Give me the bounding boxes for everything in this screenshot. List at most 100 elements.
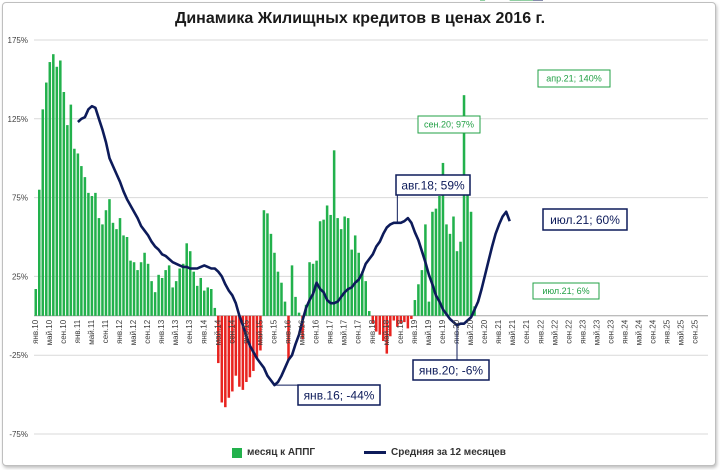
annotation-box: [297, 384, 381, 406]
x-tick-label: янв.24: [621, 319, 630, 344]
x-tick-label: сен.10: [59, 319, 68, 344]
x-tick-label: май.25: [677, 319, 686, 345]
bar: [139, 262, 143, 316]
bar: [188, 251, 192, 316]
x-tick-label: сен.16: [312, 319, 321, 344]
x-tick-label: янв.21: [494, 319, 503, 344]
bar: [420, 270, 424, 316]
bar: [87, 192, 90, 316]
x-tick-label: янв.11: [73, 319, 82, 343]
bar: [392, 315, 396, 321]
bar: [329, 214, 332, 316]
bar: [55, 66, 59, 316]
bar: [143, 252, 146, 316]
y-axis: 175% 125% 75% 25% -25% -75%: [8, 36, 28, 439]
x-tick-label: янв.12: [115, 319, 124, 344]
bar: [290, 265, 294, 316]
bar: [294, 296, 297, 316]
annotation-label: июл.21; 60%: [550, 213, 620, 227]
bar: [146, 263, 150, 316]
annotation-box: [417, 115, 481, 134]
bar: [174, 281, 178, 316]
x-tick-label: май.10: [45, 319, 54, 345]
bar: [462, 95, 466, 316]
bar: [252, 315, 255, 371]
bar: [424, 224, 427, 316]
bar: [469, 211, 473, 316]
bar: [438, 196, 441, 316]
bar: [378, 315, 382, 335]
bar: [213, 307, 217, 316]
x-tick-label: сен.15: [269, 319, 278, 344]
bar: [413, 300, 417, 316]
x-tick-label: янв.23: [578, 319, 587, 344]
bar: [417, 284, 420, 316]
annotations: апр.21; 140% сен.20; 97% авг.18; 59% июл.21…: [274, 0, 628, 406]
x-tick-label: сен.20: [480, 319, 489, 344]
bar: [287, 315, 290, 360]
bar: [459, 241, 462, 316]
bar: [90, 196, 94, 316]
bar: [367, 311, 371, 316]
x-tick-label: май.18: [382, 319, 391, 345]
bar: [375, 315, 378, 332]
bar: [157, 274, 160, 316]
bar: [350, 249, 353, 316]
x-tick-label: май.14: [213, 319, 222, 345]
x-tick-label: янв.18: [368, 319, 377, 344]
bar: [104, 210, 108, 316]
x-tick-label: сен.11: [101, 319, 110, 343]
annotation-label: июл.21; 6%: [542, 286, 589, 296]
x-tick-label: янв.16: [284, 319, 293, 344]
bar: [118, 218, 122, 316]
bar: [181, 263, 185, 316]
bar: [466, 180, 469, 316]
bar: [343, 216, 346, 316]
bar: [269, 233, 273, 316]
bar: [73, 148, 76, 316]
bar: [76, 153, 80, 316]
x-tick-label: янв.13: [157, 319, 166, 344]
annotation-label: сен.20; 97%: [424, 120, 474, 130]
bar: [357, 252, 360, 316]
x-tick-label: май.11: [87, 319, 96, 344]
bar: [164, 270, 167, 316]
x-tick-label: сен.18: [396, 319, 405, 344]
x-tick-label: сен.24: [649, 319, 658, 344]
bar: [111, 222, 115, 316]
bar: [399, 315, 403, 324]
bar: [122, 235, 125, 316]
bar: [83, 177, 87, 316]
annotation-label: авг.18; 59%: [401, 178, 465, 192]
bar: [315, 260, 318, 316]
bar: [52, 54, 55, 316]
bar: [69, 104, 73, 316]
legend-swatch-bars: [232, 447, 242, 458]
legend: месяц к АППГ Средняя за 12 месяцев: [0, 447, 720, 463]
bar: [59, 60, 62, 316]
x-tick-label: май.12: [129, 319, 138, 345]
bar: [455, 251, 459, 316]
bar: [259, 315, 262, 351]
bar: [34, 289, 38, 316]
x-tick-label: янв.10: [31, 319, 40, 344]
bar: [396, 315, 399, 327]
bar: [301, 315, 304, 340]
bar: [452, 216, 455, 316]
x-tick-label: сен.14: [227, 319, 236, 344]
annotation-box: [532, 282, 600, 300]
x-tick-label: май.21: [508, 319, 517, 345]
y-tick-label: 175%: [8, 36, 28, 45]
x-tick-label: май.24: [635, 319, 644, 345]
bar: [129, 260, 132, 316]
y-tick-label: -25%: [9, 351, 28, 360]
x-tick-label: май.23: [592, 319, 601, 345]
avg-line: [77, 104, 511, 387]
annotation-box: [542, 208, 628, 231]
bar: [336, 218, 339, 316]
x-tick-label: сен.12: [143, 319, 152, 344]
bar: [445, 224, 448, 316]
bar: [195, 285, 199, 316]
x-tick-label: сен.23: [606, 319, 615, 344]
